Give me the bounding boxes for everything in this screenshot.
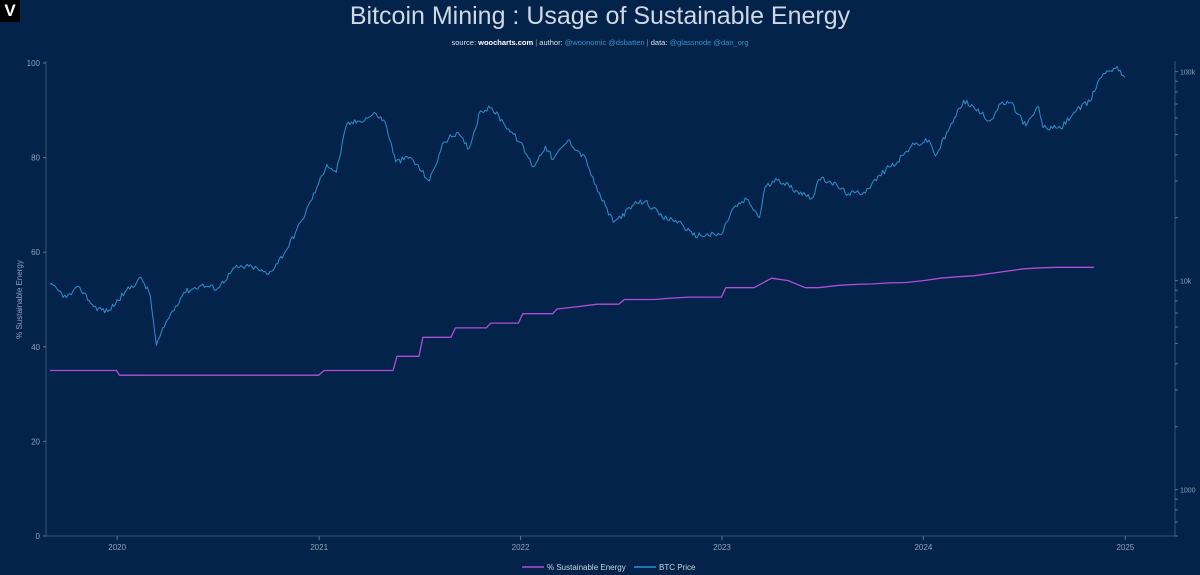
x-tick-label: 2022	[512, 543, 530, 552]
logo: V	[0, 0, 20, 22]
source-site-link[interactable]: woocharts.com	[478, 38, 534, 47]
x-tick-label: 2020	[108, 543, 126, 552]
y-tick-label: 80	[31, 154, 40, 163]
author-handles-link[interactable]: @woonomic @dsbatten	[564, 38, 645, 47]
legend-label-btc: BTC Price	[659, 563, 696, 572]
x-tick-label: 2025	[1116, 543, 1134, 552]
author-label: author:	[539, 38, 565, 47]
x-tick-label: 2021	[310, 543, 328, 552]
x-tick-label: 2023	[713, 543, 731, 552]
energy-series-line	[49, 266, 1094, 376]
chart-subtitle: source: woocharts.com | author: @woonomi…	[0, 38, 1200, 47]
separator: |	[535, 38, 538, 47]
y-tick-label: 100	[27, 59, 41, 68]
y-axis-label: % Sustainable Energy	[15, 260, 24, 339]
y-tick-label: 20	[31, 437, 40, 446]
y-tick-label: 0	[36, 532, 41, 541]
chart-title: Bitcoin Mining : Usage of Sustainable En…	[349, 2, 851, 30]
data-handles-link[interactable]: @glassnode @dan_org	[669, 38, 749, 47]
y2-tick-label: 100k	[1180, 70, 1196, 77]
x-tick-label: 2024	[914, 543, 932, 552]
legend-label-energy: % Sustainable Energy	[547, 563, 626, 572]
y2-tick-label: 10k	[1180, 279, 1192, 286]
separator: |	[646, 38, 649, 47]
y-tick-label: 60	[31, 248, 40, 257]
btc-price-series-line	[49, 65, 1126, 346]
y2-tick-label: 1000	[1180, 488, 1196, 495]
data-label: data:	[650, 38, 670, 47]
y-tick-label: 40	[31, 343, 40, 352]
source-label: source:	[451, 38, 479, 47]
